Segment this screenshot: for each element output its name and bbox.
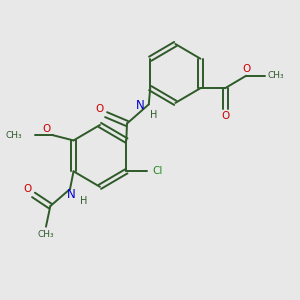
Text: N: N (136, 99, 145, 112)
Text: O: O (242, 64, 250, 74)
Text: CH₃: CH₃ (268, 71, 284, 80)
Text: CH₃: CH₃ (38, 230, 54, 239)
Text: O: O (23, 184, 31, 194)
Text: O: O (96, 104, 104, 114)
Text: H: H (80, 196, 88, 206)
Text: O: O (221, 111, 229, 121)
Text: N: N (67, 188, 76, 201)
Text: O: O (42, 124, 50, 134)
Text: H: H (150, 110, 158, 120)
Text: CH₃: CH₃ (6, 130, 22, 140)
Text: Cl: Cl (152, 166, 163, 176)
